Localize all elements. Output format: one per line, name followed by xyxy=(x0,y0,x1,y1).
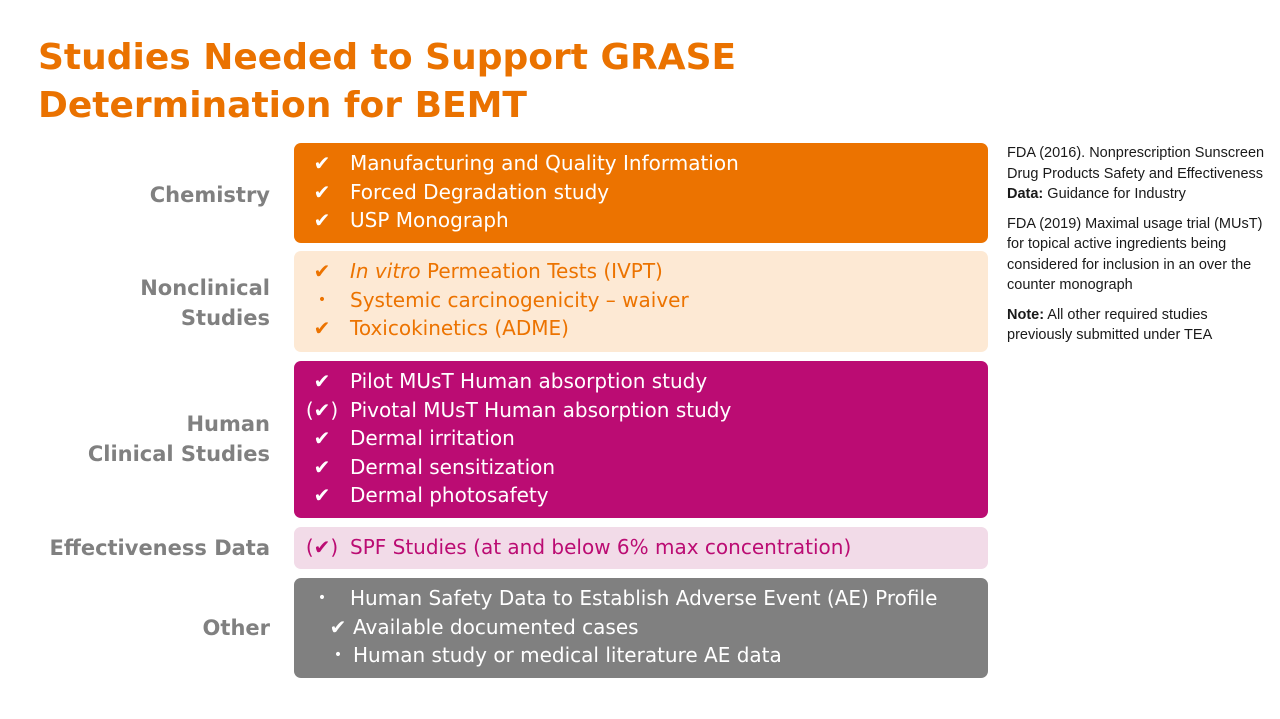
title-line-1: Studies Needed to Support GRASE xyxy=(38,37,737,78)
check-icon: ✔ xyxy=(329,614,347,639)
row-label-human: Human Clinical Studies xyxy=(20,409,270,469)
reference-1-bold: Data: xyxy=(1007,186,1044,202)
item-text: Human study or medical literature AE dat… xyxy=(353,643,782,667)
item-text: Manufacturing and Quality Information xyxy=(350,151,739,175)
item-text: Available documented cases xyxy=(353,614,639,639)
reference-1-text: FDA (2016). Nonprescription Sunscreen Dr… xyxy=(1007,145,1265,182)
row-label-effectiveness-text: Effectiveness Data xyxy=(49,536,270,560)
list-item: ✔ Manufacturing and Quality Information xyxy=(294,149,988,178)
item-text-rest: Permeation Tests (IVPT) xyxy=(420,259,663,283)
list-item: (✔) Pivotal MUsT Human absorption study xyxy=(294,396,988,425)
list-item: ✔ Dermal irritation xyxy=(294,424,988,453)
item-text: SPF Studies (at and below 6% max concent… xyxy=(350,535,852,559)
list-item: ✔ In vitro Permeation Tests (IVPT) xyxy=(294,257,988,286)
note-rest: All other required studies previously su… xyxy=(1007,306,1213,344)
item-text: Toxicokinetics (ADME) xyxy=(350,316,569,340)
item-text: Systemic carcinogenicity – waiver xyxy=(350,287,689,312)
list-item: ✔ Pilot MUsT Human absorption study xyxy=(294,367,988,396)
check-icon: ✔ xyxy=(313,483,331,507)
effectiveness-box: (✔) SPF Studies (at and below 6% max con… xyxy=(294,527,988,569)
list-item: ✔ Available documented cases xyxy=(294,613,988,642)
title-line-2: Determination for BEMT xyxy=(38,85,527,126)
item-text: Forced Degradation study xyxy=(350,179,610,204)
check-icon: ✔ xyxy=(313,179,331,204)
list-item: • Systemic carcinogenicity – waiver xyxy=(294,286,988,315)
list-item: • Human Safety Data to Establish Adverse… xyxy=(294,584,988,613)
check-icon: ✔ xyxy=(313,426,331,450)
check-icon: ✔ xyxy=(313,454,331,479)
item-text-italic: In vitro xyxy=(350,259,421,283)
side-notes: FDA (2016). Nonprescription Sunscreen Dr… xyxy=(1007,143,1267,355)
parenthesized-check-icon: (✔) xyxy=(305,397,339,422)
chemistry-box: ✔ Manufacturing and Quality Information … xyxy=(294,143,988,243)
other-box: • Human Safety Data to Establish Adverse… xyxy=(294,578,988,678)
note-bold: Note: xyxy=(1007,306,1045,323)
list-item: ✔ USP Monograph xyxy=(294,206,988,235)
bullet-icon: • xyxy=(317,291,327,308)
list-item: ✔ Forced Degradation study xyxy=(294,178,988,207)
bullet-icon: • xyxy=(333,647,343,663)
list-item: ✔ Dermal photosafety xyxy=(294,481,988,510)
item-text: USP Monograph xyxy=(350,208,509,232)
list-item: • Human study or medical literature AE d… xyxy=(294,641,988,670)
row-label-chemistry: Chemistry xyxy=(20,180,270,210)
item-text: Human Safety Data to Establish Adverse E… xyxy=(350,586,938,610)
row-label-chemistry-text: Chemistry xyxy=(149,183,270,207)
check-icon: ✔ xyxy=(313,259,331,283)
row-label-nonclinical-line2: Studies xyxy=(180,306,270,330)
reference-note-1: FDA (2016). Nonprescription Sunscreen Dr… xyxy=(1007,143,1267,205)
row-label-effectiveness: Effectiveness Data xyxy=(20,533,270,563)
check-icon: ✔ xyxy=(313,316,331,340)
row-label-other-text: Other xyxy=(202,616,270,640)
page-title: Studies Needed to Support GRASE Determin… xyxy=(38,34,736,130)
row-label-other: Other xyxy=(20,613,270,643)
reference-1-rest: Guidance for Industry xyxy=(1043,186,1186,202)
list-item: ✔ Toxicokinetics (ADME) xyxy=(294,314,988,343)
item-text: Pivotal MUsT Human absorption study xyxy=(350,397,732,422)
list-item: ✔ Dermal sensitization xyxy=(294,453,988,482)
row-label-human-line1: Human xyxy=(186,412,270,436)
list-item: (✔) SPF Studies (at and below 6% max con… xyxy=(294,533,988,562)
nonclinical-box: ✔ In vitro Permeation Tests (IVPT) • Sys… xyxy=(294,251,988,352)
parenthesized-check-icon: (✔) xyxy=(305,535,339,559)
item-text: Dermal irritation xyxy=(350,426,515,450)
check-icon: ✔ xyxy=(313,151,331,175)
item-text: Pilot MUsT Human absorption study xyxy=(350,369,708,393)
check-icon: ✔ xyxy=(313,208,331,232)
check-icon: ✔ xyxy=(313,369,331,393)
row-label-nonclinical-line1: Nonclinical xyxy=(140,276,270,300)
row-label-nonclinical: Nonclinical Studies xyxy=(20,273,270,333)
item-text: Dermal photosafety xyxy=(350,483,549,507)
item-text: Dermal sensitization xyxy=(350,454,556,479)
reference-2-text: FDA (2019) Maximal usage trial (MUsT) fo… xyxy=(1007,215,1263,294)
item-text: In vitro Permeation Tests (IVPT) xyxy=(350,257,663,286)
human-clinical-box: ✔ Pilot MUsT Human absorption study (✔) … xyxy=(294,361,988,518)
reference-note-2: FDA (2019) Maximal usage trial (MUsT) fo… xyxy=(1007,214,1267,296)
bullet-icon: • xyxy=(317,590,327,606)
row-label-human-line2: Clinical Studies xyxy=(87,442,270,466)
general-note: Note: All other required studies previou… xyxy=(1007,305,1267,346)
